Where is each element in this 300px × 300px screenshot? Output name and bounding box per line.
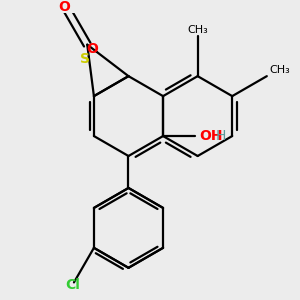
- Text: O: O: [58, 0, 70, 14]
- Text: S: S: [80, 52, 89, 66]
- Text: H: H: [215, 129, 226, 143]
- Text: OH: OH: [199, 129, 223, 143]
- Text: O: O: [86, 42, 98, 56]
- Text: CH₃: CH₃: [187, 25, 208, 35]
- Text: CH₃: CH₃: [270, 65, 290, 75]
- Text: Cl: Cl: [65, 278, 80, 292]
